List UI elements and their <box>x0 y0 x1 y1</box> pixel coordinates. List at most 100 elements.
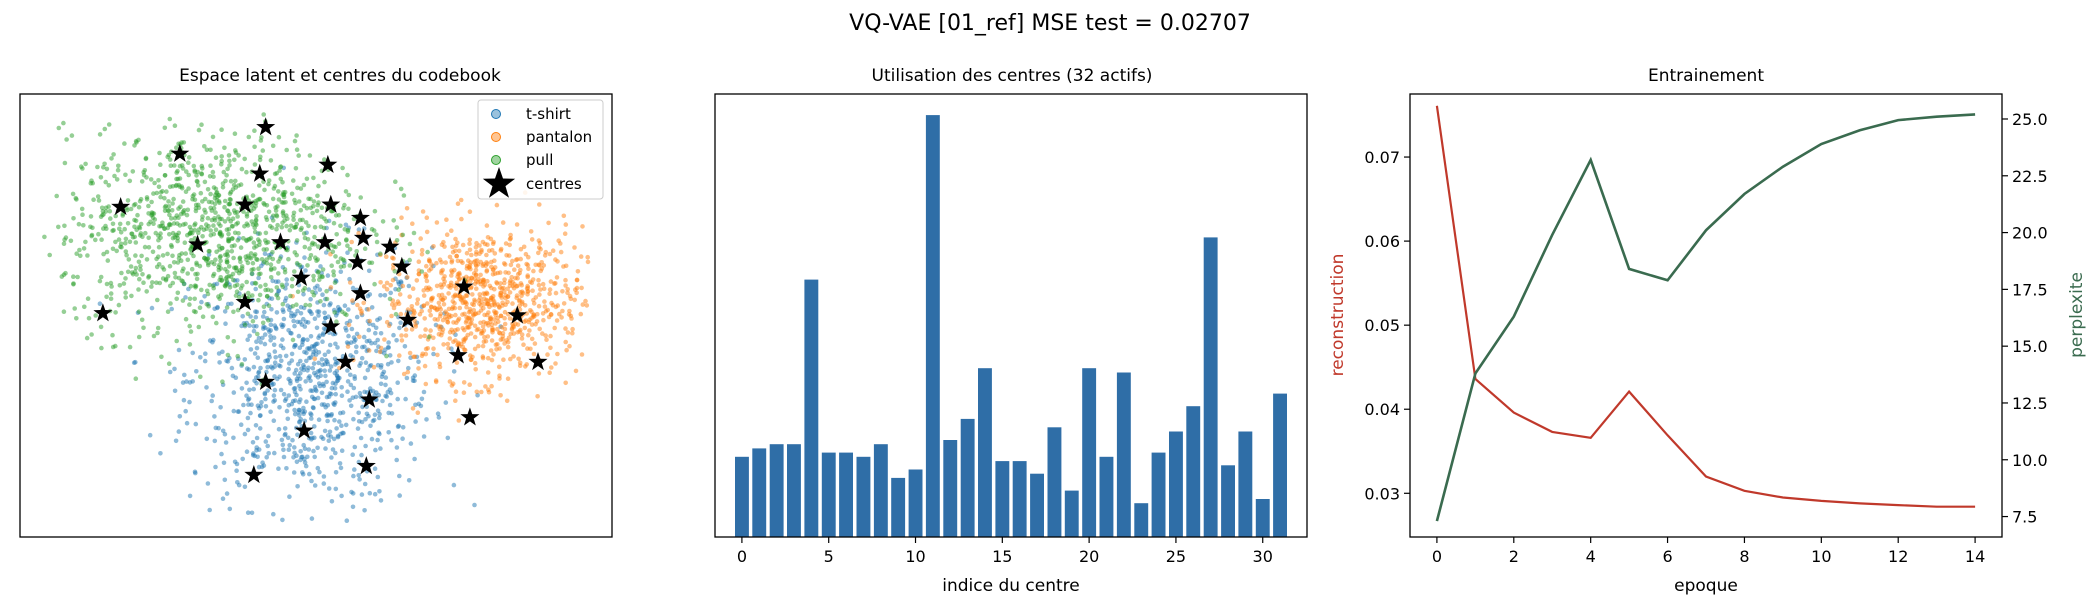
scatter-point <box>219 127 224 132</box>
scatter-point <box>495 315 501 321</box>
scatter-point <box>257 183 262 188</box>
scatter-point <box>448 280 454 286</box>
scatter-point <box>284 466 289 471</box>
scatter-point <box>268 262 274 267</box>
scatter-point <box>526 332 531 338</box>
scatter-point <box>180 298 186 303</box>
scatter-point <box>213 464 218 470</box>
scatter-point <box>526 266 531 272</box>
scatter-point <box>528 279 533 285</box>
usage-bar <box>1030 473 1044 537</box>
scatter-point <box>378 365 384 370</box>
scatter-point <box>232 283 238 289</box>
scatter-point <box>561 264 566 269</box>
scatter-point <box>162 195 167 201</box>
scatter-point <box>374 232 379 237</box>
scatter-point <box>356 227 362 232</box>
scatter-point <box>292 323 297 329</box>
reconstruction-tick-label: 0.03 <box>1364 484 1400 503</box>
scatter-point <box>389 360 394 365</box>
scatter-point <box>104 281 110 287</box>
scatter-point <box>428 328 433 333</box>
scatter-point <box>584 303 590 308</box>
scatter-point <box>455 318 461 323</box>
scatter-point <box>347 247 353 252</box>
scatter-point <box>541 263 547 268</box>
scatter-point <box>543 333 548 338</box>
scatter-point <box>298 304 304 310</box>
scatter-point <box>451 320 456 325</box>
scatter-point <box>376 430 381 436</box>
scatter-point <box>209 260 215 265</box>
scatter-point <box>428 312 434 318</box>
scatter-point <box>531 351 537 357</box>
scatter-point <box>543 308 549 314</box>
scatter-point <box>271 335 277 341</box>
scatter-point <box>418 403 424 409</box>
scatter-point <box>273 325 279 331</box>
scatter-point <box>480 343 486 349</box>
scatter-point <box>165 273 171 279</box>
scatter-point <box>125 269 131 275</box>
scatter-point <box>241 402 246 408</box>
scatter-point <box>169 216 174 221</box>
bar-xlabel: indice du centre <box>942 576 1080 596</box>
scatter-point <box>270 278 276 284</box>
scatter-point <box>212 438 218 444</box>
scatter-point <box>99 205 105 211</box>
scatter-point <box>136 334 142 340</box>
scatter-point <box>332 310 338 315</box>
scatter-point <box>354 249 360 254</box>
scatter-point <box>546 220 551 226</box>
scatter-point <box>456 248 462 254</box>
scatter-point <box>131 360 137 366</box>
scatter-point <box>231 277 236 283</box>
scatter-point <box>102 161 107 167</box>
scatter-point <box>498 313 504 319</box>
scatter-point <box>494 347 499 352</box>
scatter-point <box>339 493 344 499</box>
scatter-point <box>325 418 330 424</box>
scatter-point <box>283 396 289 402</box>
perplexite-tick-label: 20.0 <box>2012 224 2048 243</box>
scatter-point <box>244 169 249 175</box>
scatter-point <box>303 268 308 273</box>
scatter-point <box>362 344 367 350</box>
scatter-point <box>124 252 129 258</box>
scatter-point <box>489 285 494 291</box>
scatter-point <box>196 202 201 208</box>
scatter-point <box>550 248 556 253</box>
scatter-point <box>260 320 266 326</box>
scatter-point <box>230 271 236 277</box>
scatter-point <box>346 333 351 339</box>
scatter-point <box>248 410 253 416</box>
scatter-point <box>423 351 429 357</box>
scatter-point <box>348 353 353 358</box>
scatter-point <box>308 253 314 258</box>
scatter-point <box>372 412 378 418</box>
scatter-point <box>537 263 542 268</box>
scatter-point <box>496 364 502 370</box>
scatter-point <box>363 417 368 422</box>
scatter-point <box>356 230 361 236</box>
scatter-point <box>230 224 235 229</box>
scatter-point <box>208 232 214 238</box>
scatter-point <box>277 168 282 173</box>
scatter-point <box>359 492 365 497</box>
scatter-point <box>563 283 568 288</box>
scatter-point <box>207 174 213 179</box>
scatter-point <box>123 290 128 296</box>
scatter-point <box>116 237 122 242</box>
scatter-point <box>494 202 500 208</box>
scatter-point <box>521 244 527 250</box>
scatter-point <box>294 147 300 152</box>
scatter-point <box>235 238 241 243</box>
scatter-point <box>293 312 298 317</box>
scatter-point <box>334 426 339 431</box>
scatter-point <box>422 316 428 321</box>
scatter-point <box>341 430 346 436</box>
scatter-point <box>85 253 90 258</box>
scatter-point <box>378 446 383 451</box>
scatter-point <box>548 333 553 339</box>
scatter-point <box>436 293 442 298</box>
